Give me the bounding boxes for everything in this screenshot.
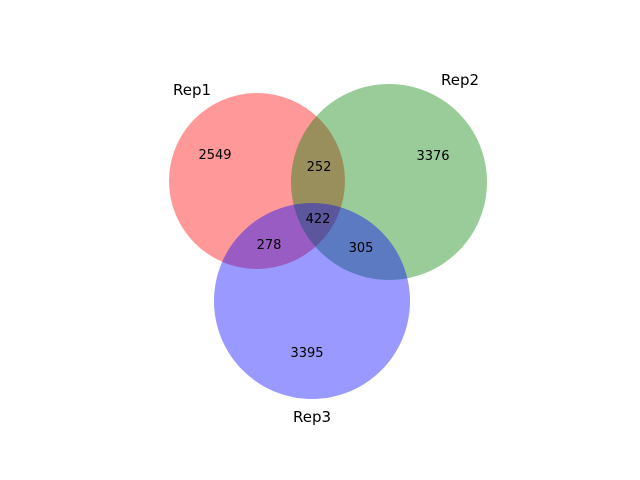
set-label-rep1: Rep1 <box>173 81 211 99</box>
circle-rep2 <box>291 84 487 280</box>
count-rep3-only: 3395 <box>290 346 323 361</box>
set-label-rep3: Rep3 <box>293 408 331 426</box>
count-rep1-rep2: 252 <box>307 160 332 175</box>
circle-rep1 <box>169 93 345 269</box>
set-labels: Rep1 Rep2 Rep3 <box>173 71 479 426</box>
set-label-rep2: Rep2 <box>441 71 479 89</box>
count-rep1-rep3: 278 <box>257 238 282 253</box>
count-rep1-only: 2549 <box>198 148 231 163</box>
count-rep2-rep3: 305 <box>349 241 374 256</box>
count-rep1-rep2-rep3: 422 <box>306 212 331 227</box>
region-counts: 2549 3376 3395 252 278 305 422 <box>198 148 449 361</box>
count-rep2-only: 3376 <box>416 149 449 164</box>
circle-rep3 <box>214 203 410 399</box>
set-circles <box>169 84 487 399</box>
